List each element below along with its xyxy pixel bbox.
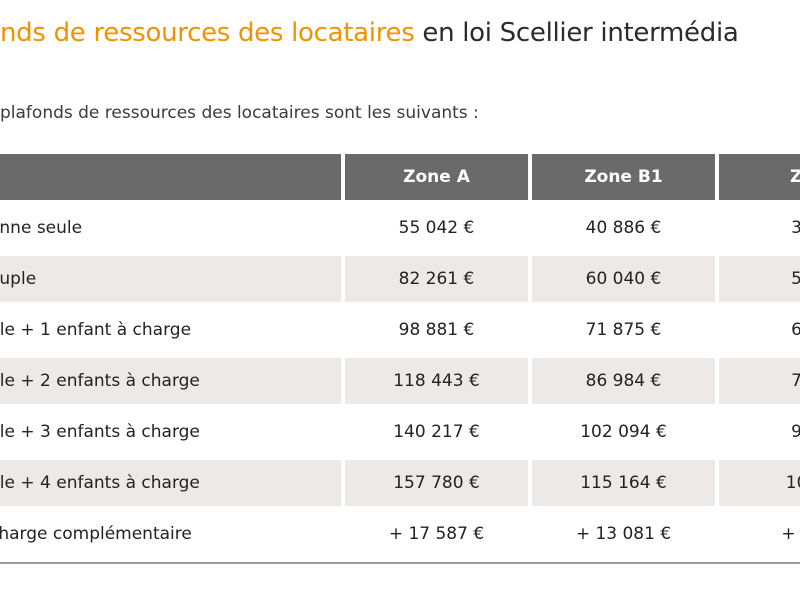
- row-label: ple + 2 enfants à charge: [0, 358, 345, 409]
- cell-zone-b1: 86 984 €: [532, 358, 719, 409]
- cell-zone-b2: 55: [719, 256, 800, 307]
- page-title-rest: en loi Scellier intermédia: [414, 18, 739, 48]
- cell-zone-b2: 65: [719, 307, 800, 358]
- table-row: ouple 82 261 € 60 040 € 55: [0, 256, 800, 307]
- cell-zone-a: 118 443 €: [345, 358, 532, 409]
- header-household: [0, 154, 345, 205]
- cell-zone-a: + 17 587 €: [345, 511, 532, 562]
- income-ceiling-table: Zone A Zone B1 Zo onne seule 55 042 € 40…: [0, 154, 800, 564]
- cell-zone-b2: 105: [719, 460, 800, 511]
- intro-text: plafonds de ressources des locataires so…: [0, 103, 479, 123]
- cell-zone-b2: 79: [719, 358, 800, 409]
- table-row: ple + 3 enfants à charge 140 217 € 102 0…: [0, 409, 800, 460]
- cell-zone-b2: 93: [719, 409, 800, 460]
- header-zone-b2: Zo: [719, 154, 800, 205]
- table-row: charge complémentaire + 17 587 € + 13 08…: [0, 511, 800, 562]
- row-label: charge complémentaire: [0, 511, 345, 562]
- income-ceiling-table-container: Zone A Zone B1 Zo onne seule 55 042 € 40…: [0, 154, 800, 570]
- cell-zone-b1: + 13 081 €: [532, 511, 719, 562]
- cell-zone-b1: 60 040 €: [532, 256, 719, 307]
- cell-zone-b1: 71 875 €: [532, 307, 719, 358]
- table-row: ple + 4 enfants à charge 157 780 € 115 1…: [0, 460, 800, 511]
- row-label: ple + 4 enfants à charge: [0, 460, 345, 511]
- cell-zone-a: 98 881 €: [345, 307, 532, 358]
- header-zone-a: Zone A: [345, 154, 532, 205]
- table-header-row: Zone A Zone B1 Zo: [0, 154, 800, 205]
- page-title: nds de ressources des locataires en loi …: [0, 18, 739, 48]
- cell-zone-b1: 115 164 €: [532, 460, 719, 511]
- row-label: onne seule: [0, 205, 345, 256]
- row-label: ple + 1 enfant à charge: [0, 307, 345, 358]
- cell-zone-a: 55 042 €: [345, 205, 532, 256]
- cell-zone-b1: 102 094 €: [532, 409, 719, 460]
- page-title-accent: nds de ressources des locataires: [0, 18, 415, 48]
- cell-zone-a: 157 780 €: [345, 460, 532, 511]
- row-label: ple + 3 enfants à charge: [0, 409, 345, 460]
- table-row: ple + 2 enfants à charge 118 443 € 86 98…: [0, 358, 800, 409]
- row-label: ouple: [0, 256, 345, 307]
- table-row: onne seule 55 042 € 40 886 € 37: [0, 205, 800, 256]
- cell-zone-a: 82 261 €: [345, 256, 532, 307]
- table-row: ple + 1 enfant à charge 98 881 € 71 875 …: [0, 307, 800, 358]
- cell-zone-b2: 37: [719, 205, 800, 256]
- header-zone-b1: Zone B1: [532, 154, 719, 205]
- cell-zone-b1: 40 886 €: [532, 205, 719, 256]
- cell-zone-a: 140 217 €: [345, 409, 532, 460]
- cell-zone-b2: + 11: [719, 511, 800, 562]
